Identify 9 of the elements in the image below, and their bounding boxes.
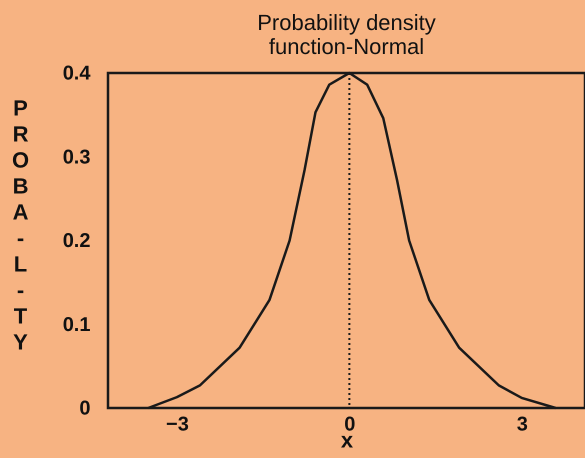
x-tick-label: 3: [516, 414, 528, 436]
y-tick-label: 0: [79, 398, 90, 420]
text: PROBA-L-TY: [12, 96, 30, 354]
y-tick-label: 0.3: [62, 146, 90, 168]
y-tick-label: 0.1: [62, 314, 90, 336]
y-tick-label: 0.2: [62, 230, 90, 252]
x-tick-label: −3: [166, 414, 189, 436]
chart-title: Probability density function-Normal: [257, 10, 436, 59]
y-tick-label: 0.4: [62, 62, 92, 84]
